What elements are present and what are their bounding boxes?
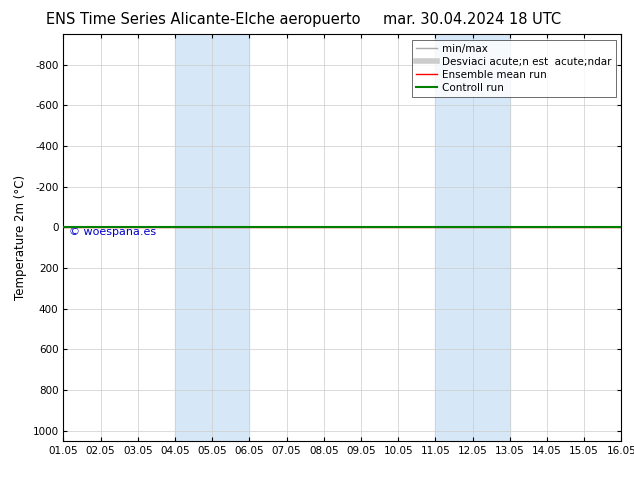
Bar (436, 34, 510, 441)
Text: mar. 30.04.2024 18 UTC: mar. 30.04.2024 18 UTC (384, 12, 561, 27)
Text: © woespana.es: © woespana.es (69, 227, 156, 238)
Y-axis label: Temperature 2m (°C): Temperature 2m (°C) (14, 175, 27, 300)
Text: ENS Time Series Alicante-Elche aeropuerto: ENS Time Series Alicante-Elche aeropuert… (46, 12, 360, 27)
Bar (175, 34, 249, 441)
Legend: min/max, Desviaci acute;n est  acute;ndar, Ensemble mean run, Controll run: min/max, Desviaci acute;n est acute;ndar… (412, 40, 616, 97)
